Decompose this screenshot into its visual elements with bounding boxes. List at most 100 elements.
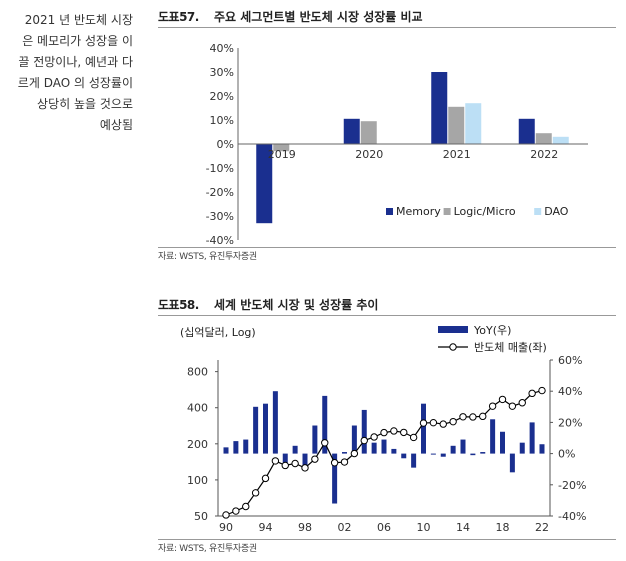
yoy-bar bbox=[450, 445, 456, 454]
fig57-source: 자료: WSTS, 유진투자증권 bbox=[158, 252, 257, 262]
yoy-bar bbox=[312, 425, 318, 454]
right-tick-label: -20% bbox=[558, 479, 586, 492]
right-tick-label: -40% bbox=[558, 510, 586, 523]
sales-point bbox=[222, 511, 230, 519]
yoy-bar bbox=[411, 453, 417, 468]
sales-point bbox=[251, 489, 260, 497]
yoy-bar bbox=[421, 403, 426, 454]
bar-memory bbox=[256, 144, 273, 224]
sales-point bbox=[459, 413, 467, 421]
sales-point bbox=[340, 458, 349, 466]
x-tick-label: 90 bbox=[219, 521, 233, 534]
sales-point bbox=[488, 402, 497, 410]
sidebar-line: 르게 DAO 의 성장률이 bbox=[17, 76, 133, 90]
sales-point bbox=[449, 417, 457, 426]
yoy-bar bbox=[272, 391, 278, 454]
yoy-bar bbox=[282, 453, 288, 467]
bar-dao bbox=[552, 136, 569, 144]
sales-point bbox=[538, 386, 546, 395]
sales-point bbox=[429, 418, 438, 427]
y-tick-label: 20% bbox=[210, 90, 234, 103]
legend-label-yoy: YoY(우) bbox=[473, 324, 511, 337]
bar-dao bbox=[465, 103, 482, 144]
x-tick-label: 10 bbox=[417, 521, 431, 534]
yoy-bar bbox=[292, 445, 298, 454]
yoy-bar bbox=[332, 453, 338, 504]
sales-point bbox=[528, 389, 536, 398]
fig58-bottom-rule bbox=[158, 539, 616, 540]
sales-point bbox=[370, 433, 378, 441]
x-tick-label: 22 bbox=[535, 521, 549, 534]
sales-point bbox=[271, 457, 280, 465]
sales-point bbox=[261, 474, 270, 483]
sales-point bbox=[518, 399, 526, 407]
sales-point bbox=[479, 412, 487, 421]
sidebar-line: 은 메모리가 성장을 이 bbox=[22, 34, 133, 48]
sales-point bbox=[400, 428, 408, 437]
yoy-bar bbox=[470, 453, 476, 456]
yoy-bar bbox=[391, 448, 397, 454]
yoy-bar bbox=[342, 452, 347, 454]
yoy-bar bbox=[460, 439, 466, 454]
y-tick-label: -30% bbox=[206, 210, 234, 223]
fig58-source: 자료: WSTS, 유진투자증권 bbox=[158, 544, 257, 554]
yoy-bar bbox=[361, 409, 367, 454]
left-tick-label: 200 bbox=[187, 438, 208, 451]
yoy-bar bbox=[253, 406, 259, 454]
bar-memory bbox=[518, 118, 535, 144]
sales-point bbox=[311, 455, 319, 463]
yoy-bar bbox=[480, 452, 486, 454]
legend-label: Logic/Micro bbox=[454, 205, 516, 218]
fig58-title: 세계 반도체 시장 및 성장률 추이 bbox=[214, 298, 379, 312]
legend-swatch bbox=[443, 208, 451, 215]
sales-point bbox=[469, 413, 477, 421]
sidebar-line: 2021 년 반도체 시장 bbox=[24, 13, 133, 27]
fig57-header: 도표57. 주요 세그먼트별 반도체 시장 성장률 비교 bbox=[158, 5, 616, 28]
right-tick-label: 20% bbox=[558, 416, 582, 429]
left-tick-label: 100 bbox=[187, 474, 208, 487]
fig58-header: 도표58. 세계 반도체 시장 및 성장률 추이 bbox=[158, 293, 616, 316]
left-tick-label: 800 bbox=[187, 366, 208, 379]
yoy-bar bbox=[440, 453, 446, 457]
yoy-bar bbox=[302, 453, 308, 467]
x-tick-label: 94 bbox=[259, 521, 273, 534]
x-category-label: 2022 bbox=[530, 148, 558, 161]
bar-logic-micro bbox=[273, 144, 290, 152]
left-tick-label: 50 bbox=[194, 510, 208, 523]
x-category-label: 2020 bbox=[355, 148, 383, 161]
yoy-bar bbox=[519, 442, 525, 454]
legend-swatch-yoy bbox=[438, 326, 468, 333]
y-tick-label: -20% bbox=[206, 186, 234, 199]
yoy-bar bbox=[500, 431, 505, 454]
y-tick-label: 10% bbox=[210, 114, 234, 127]
yoy-bar bbox=[371, 442, 377, 454]
sidebar-line: 예상됨 bbox=[99, 118, 133, 132]
yoy-bar bbox=[529, 422, 535, 454]
sales-point bbox=[380, 428, 388, 437]
x-tick-label: 06 bbox=[377, 521, 391, 534]
legend-label: DAO bbox=[544, 205, 569, 218]
sales-point bbox=[242, 502, 250, 511]
x-tick-label: 14 bbox=[456, 521, 470, 534]
sales-point bbox=[419, 419, 428, 427]
fig57-number: 도표57. bbox=[158, 10, 199, 24]
yoy-bar bbox=[351, 425, 357, 454]
right-tick-label: 60% bbox=[558, 354, 582, 367]
x-tick-label: 18 bbox=[496, 521, 510, 534]
sales-point bbox=[291, 459, 299, 468]
left-tick-label: 400 bbox=[187, 402, 208, 415]
yoy-bar bbox=[233, 441, 239, 454]
sales-point bbox=[321, 439, 329, 447]
right-tick-label: 40% bbox=[558, 385, 582, 398]
y-tick-label: 0% bbox=[217, 138, 234, 151]
sales-point bbox=[498, 395, 507, 404]
left-axis-unit: (십억달러, Log) bbox=[180, 326, 256, 339]
x-category-label: 2019 bbox=[268, 148, 296, 161]
yoy-bar bbox=[243, 439, 249, 454]
sales-point bbox=[409, 433, 418, 442]
bar-memory bbox=[343, 118, 360, 144]
yoy-bar bbox=[509, 453, 515, 473]
sales-point bbox=[508, 402, 517, 410]
market-trend-chart: 50 100 200 400 800 60% 40% 20% 0% -20% -40% 90 94 98 0… bbox=[187, 324, 586, 534]
y-tick-label: -10% bbox=[206, 162, 234, 175]
